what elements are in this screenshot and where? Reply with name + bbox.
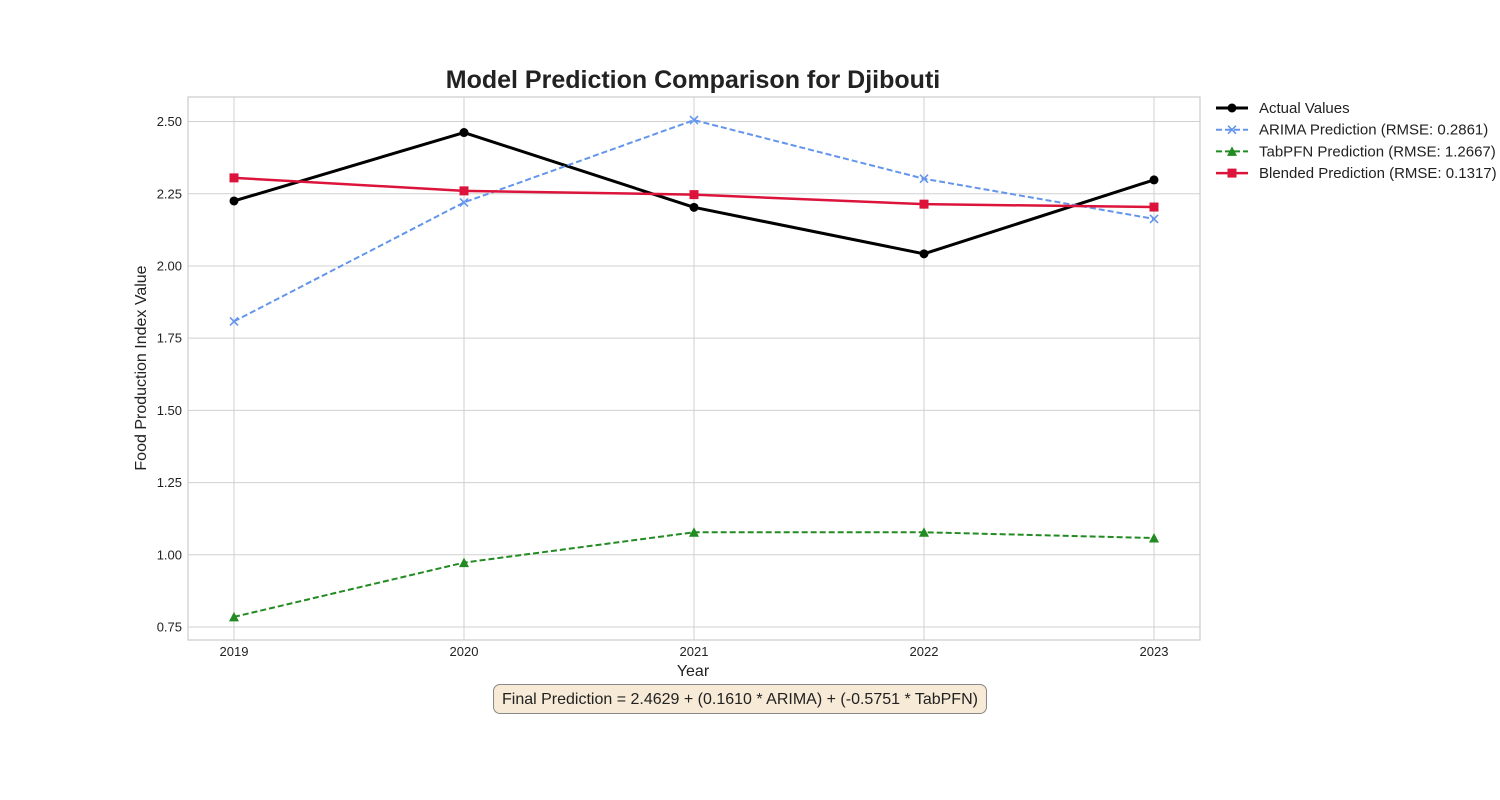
series-3 [229, 173, 1159, 212]
data-point [689, 115, 699, 125]
data-point [919, 249, 929, 259]
series-0 [229, 128, 1159, 259]
legend: Actual Values ARIMA Prediction (RMSE: 0.2… [1216, 100, 1497, 182]
y-tick-label: 1.25 [157, 475, 182, 490]
data-point [919, 199, 929, 209]
x-tick-label: 2023 [1140, 644, 1169, 659]
data-point [459, 186, 469, 196]
data-point [919, 174, 929, 184]
legend-label: Actual Values [1259, 100, 1350, 117]
x-tick-label: 2019 [220, 644, 249, 659]
legend-label: ARIMA Prediction (RMSE: 0.2861) [1259, 122, 1488, 139]
y-tick-label: 1.75 [157, 331, 182, 346]
legend-item: TabPFN Prediction (RMSE: 1.2667) [1216, 143, 1496, 160]
plot-area-frame [187, 96, 1201, 641]
series-1 [229, 115, 1159, 326]
data-point [1149, 202, 1159, 212]
data-point [689, 202, 699, 212]
chart-title: Model Prediction Comparison for Djibouti [446, 66, 940, 94]
data-point [459, 557, 469, 568]
y-tick-label: 2.25 [157, 186, 182, 201]
grid-lines [188, 97, 1200, 640]
y-tick-label: 2.00 [157, 258, 182, 273]
series-2 [229, 527, 1159, 622]
x-axis-label: Year [677, 663, 710, 680]
y-axis-label: Food Production Index Value [133, 265, 150, 470]
series-line [233, 119, 1155, 323]
data-point [1149, 175, 1159, 185]
data-point [229, 173, 239, 183]
data-point [229, 316, 239, 326]
legend-label: Blended Prediction (RMSE: 0.1317) [1259, 165, 1497, 182]
data-point [459, 197, 469, 207]
data-point [459, 128, 469, 138]
legend-swatch-marker [1227, 125, 1237, 135]
data-point [919, 527, 929, 537]
data-point [1149, 214, 1159, 224]
series-layer [229, 115, 1159, 622]
y-tick-label: 1.00 [157, 547, 182, 562]
data-point [229, 196, 239, 206]
legend-swatch-marker [1227, 103, 1237, 113]
legend-item: Blended Prediction (RMSE: 0.1317) [1216, 165, 1497, 182]
y-tick-label: 1.50 [157, 403, 182, 418]
x-tick-label: 2021 [680, 644, 709, 659]
legend-item: ARIMA Prediction (RMSE: 0.2861) [1216, 122, 1488, 139]
data-point [1149, 533, 1159, 543]
final-prediction-formula: Final Prediction = 2.4629 + (0.1610 * AR… [493, 684, 987, 714]
data-point [689, 527, 699, 537]
legend-item: Actual Values [1216, 100, 1350, 117]
data-point [689, 190, 699, 200]
x-tick-label: 2022 [910, 644, 939, 659]
y-tick-label: 0.75 [157, 620, 182, 635]
legend-swatch-marker [1227, 168, 1237, 178]
legend-label: TabPFN Prediction (RMSE: 1.2667) [1259, 143, 1496, 160]
x-tick-label: 2020 [450, 644, 479, 659]
data-point [229, 611, 239, 622]
y-tick-label: 2.50 [157, 114, 182, 129]
axis-ticks: 2019 2020 2021 2022 2023 0.75 1.00 1.25 1.50 1.75… [157, 114, 1169, 659]
legend-swatch-marker [1227, 146, 1237, 156]
